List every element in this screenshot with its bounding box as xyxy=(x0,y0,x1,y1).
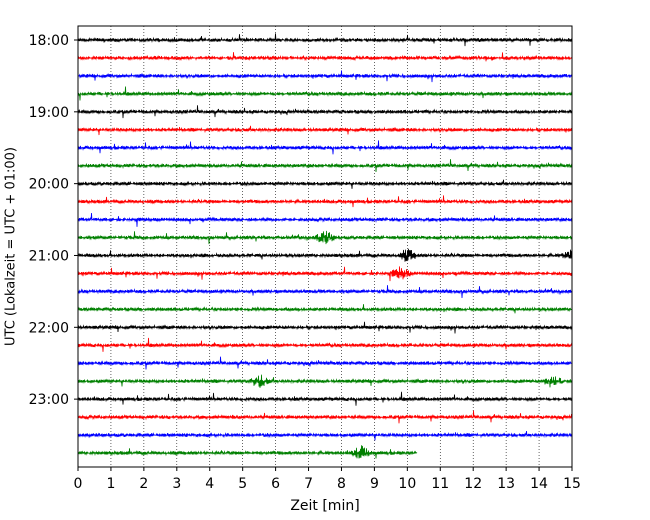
y-axis-label: UTC (Lokalzeit = UTC + 01:00) xyxy=(4,147,19,346)
x-tick-label: 10 xyxy=(398,476,416,492)
y-axis-ticks: 18:00 19:00 20:00 21:00 22:00 23:00 xyxy=(29,33,78,408)
trace-2000 xyxy=(77,179,573,189)
x-tick-label: 9 xyxy=(370,476,379,492)
y-tick-label: 18:00 xyxy=(29,33,69,49)
trace-2300 xyxy=(77,391,573,406)
trace-2100 xyxy=(77,248,573,262)
seismogram-traces xyxy=(77,33,573,459)
x-tick-label: 12 xyxy=(464,476,482,492)
x-tick-label: 6 xyxy=(271,476,280,492)
trace-2115 xyxy=(77,266,573,282)
y-tick-label: 20:00 xyxy=(29,177,69,193)
trace-2330 xyxy=(77,430,573,441)
x-tick-label: 5 xyxy=(238,476,247,492)
trace-2215 xyxy=(77,337,573,352)
trace-2045 xyxy=(77,230,573,245)
x-tick-label: 11 xyxy=(431,476,449,492)
trace-2030 xyxy=(77,212,573,227)
y-tick-label: 21:00 xyxy=(29,248,69,264)
x-tick-label: 1 xyxy=(106,476,115,492)
y-tick-label: 22:00 xyxy=(29,320,69,336)
trace-1845 xyxy=(77,86,573,101)
x-tick-label: 8 xyxy=(337,476,346,492)
trace-1800 xyxy=(77,33,573,47)
x-axis-ticks: 0 1 2 3 4 5 6 7 8 9 10 11 12 13 14 15 xyxy=(74,467,581,492)
trace-1930 xyxy=(77,140,573,155)
x-tick-label: 3 xyxy=(172,476,181,492)
trace-2230 xyxy=(77,356,573,370)
x-tick-label: 2 xyxy=(139,476,148,492)
trace-1830 xyxy=(77,70,573,83)
trace-2245 xyxy=(77,374,573,388)
x-tick-label: 4 xyxy=(205,476,214,492)
plot-frame xyxy=(77,25,573,468)
x-tick-label: 15 xyxy=(563,476,581,492)
x-tick-label: 14 xyxy=(530,476,548,492)
x-axis-label: Zeit [min] xyxy=(290,498,359,514)
trace-1915 xyxy=(77,125,573,136)
trace-1900 xyxy=(77,105,573,119)
trace-1945 xyxy=(77,159,573,173)
trace-2145 xyxy=(77,304,573,314)
x-tick-label: 0 xyxy=(74,476,83,492)
trace-2345 xyxy=(77,445,418,459)
y-tick-label: 23:00 xyxy=(29,392,69,408)
trace-2015 xyxy=(77,195,573,208)
trace-2315 xyxy=(77,410,573,424)
trace-2200 xyxy=(77,321,573,334)
y-tick-label: 19:00 xyxy=(29,105,69,121)
x-tick-label: 13 xyxy=(497,476,515,492)
trace-1815 xyxy=(77,52,573,62)
trace-2130 xyxy=(77,285,573,298)
x-tick-label: 7 xyxy=(304,476,313,492)
